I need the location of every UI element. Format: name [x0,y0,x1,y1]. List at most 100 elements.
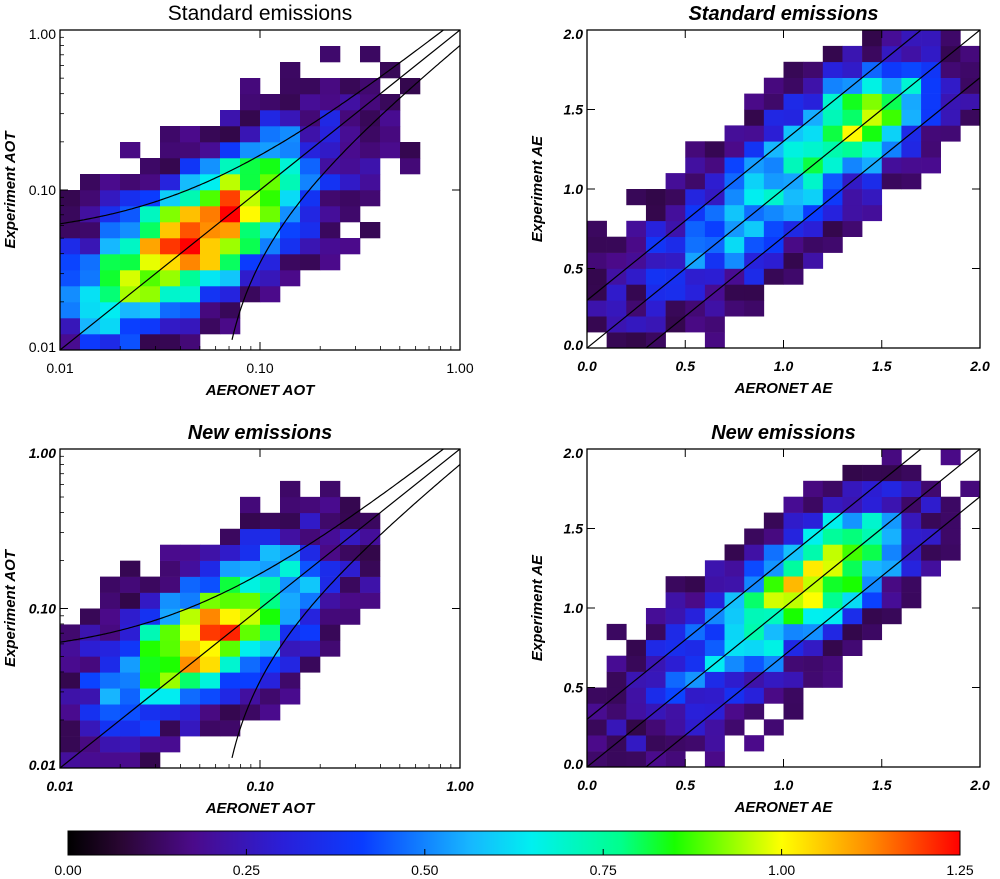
density-cell [140,736,161,753]
density-cell [80,672,101,689]
density-cell [665,703,686,720]
density-cell [881,528,902,545]
density-cell [783,61,804,78]
reference-lines [60,30,460,350]
density-cell [340,238,361,255]
density-cell [960,109,981,126]
y-tick-label: 1.00 [29,445,56,461]
density-cell [862,93,883,110]
density-cell [665,173,686,190]
density-cell [901,464,922,482]
density-cell [240,560,261,577]
density-cell [606,236,627,253]
density-cell [881,61,902,78]
density-cell [665,189,686,206]
density-cell [320,640,341,657]
density-cell [881,449,902,466]
density-cell [822,671,843,688]
density-cell [763,671,784,688]
x-tick-label: 1.0 [774,358,794,374]
density-cell [220,704,241,721]
density-cell [822,655,843,672]
density-cell [300,656,321,673]
colorbar-tick-label: 0.25 [233,862,260,878]
density-cell [60,238,81,255]
density-cell [240,640,261,657]
colorbar-ticks: 0.00 0.25 0.50 0.75 1.00 1.25 [54,849,974,878]
y-tick-label: 0.01 [29,757,56,773]
x-tick-label: 0.01 [46,778,73,794]
density-cell [763,125,784,142]
density-cell [120,592,141,609]
density-cell [645,735,666,752]
density-cell [862,141,883,158]
density-cell [685,608,706,625]
density-cell [260,126,281,143]
density-cell [665,284,686,301]
density-cell [842,220,863,237]
upper-error-curve [60,30,445,225]
density-cell [626,703,647,720]
density-cell [160,640,181,657]
density-cell [120,560,141,577]
density-cell [100,190,121,207]
density-cell [140,752,161,769]
density-cell [140,704,161,721]
density-cell [300,78,321,95]
one-to-one-line [60,449,460,768]
density-cell [783,496,804,513]
density-cell [200,544,221,561]
density-cell [360,592,381,609]
density-cell [606,751,627,768]
x-tick-label: 0.10 [246,360,273,376]
density-cell [80,752,101,769]
density-cell [940,125,961,142]
density-cell [120,608,141,625]
density-cell [744,268,765,285]
density-cell [763,544,784,561]
density-cell [100,174,121,191]
density-cell [645,671,666,688]
density-cell [320,512,341,530]
density-cell [200,254,221,271]
density-cell [724,157,745,174]
density-cell [704,671,725,688]
density-cell [140,158,161,175]
density-cell [665,751,686,768]
density-cell [665,204,686,222]
panel-title: Standard emissions [688,3,878,25]
density-cell [803,61,824,78]
density-cell [340,560,361,577]
density-cell [822,576,843,593]
density-cell [160,126,181,143]
density-cell [360,78,381,95]
y-tick-label: 0.01 [29,339,56,355]
density-cell [587,252,607,269]
density-cell [724,719,745,736]
density-cell [220,254,241,271]
density-cell [280,190,301,207]
density-cell [960,61,981,78]
density-cell [260,110,281,127]
density-cell [280,592,301,609]
density-cell [862,512,883,529]
colorbar-tick-label: 0.75 [590,862,617,878]
density-cell [300,528,321,545]
density-cell [180,270,201,287]
density-cell [200,688,221,705]
density-cell [645,719,666,736]
density-cell [200,206,221,223]
density-cell [901,576,922,593]
density-cell [862,496,883,513]
density-cell [783,687,804,704]
density-cell [120,688,141,705]
density-cell [704,735,725,752]
panel-2: 0.0 0.5 1.0 1.5 2.0 0.0 0.5 1.0 1.5 2.0 Standard e… [529,3,990,397]
density-cell [921,496,941,513]
density-cell [220,656,241,673]
upper-offset-line [587,449,923,721]
density-cell [120,254,141,271]
density-cell [240,512,261,530]
density-cell [881,608,902,625]
density-cell [220,720,241,737]
